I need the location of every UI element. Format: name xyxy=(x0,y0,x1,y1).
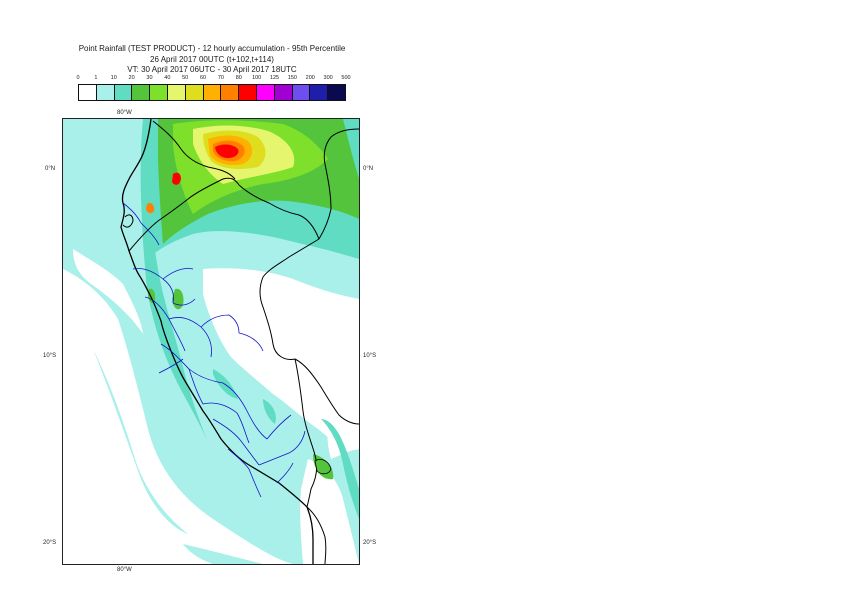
legend-tick-label: 60 xyxy=(200,75,207,81)
rainfall-map-canvas xyxy=(63,119,359,564)
legend-swatch xyxy=(221,85,240,100)
legend-tick-label: 0 xyxy=(76,75,80,81)
red-rain-core xyxy=(215,144,239,158)
dry-area-southwest-ocean xyxy=(63,269,293,564)
chart-title: Point Rainfall (TEST PRODUCT) - 12 hourl… xyxy=(78,44,346,53)
legend-tick-label: 50 xyxy=(182,75,189,81)
valid-time-label: VT: 30 April 2017 06UTC - 30 April 2017 … xyxy=(127,65,297,74)
legend-tick-label: 10 xyxy=(110,75,117,81)
green-patch-andes-3 xyxy=(213,369,238,399)
legend-swatch xyxy=(185,85,204,100)
rainfall-map xyxy=(62,118,360,565)
legend-tick-label: 200 xyxy=(305,75,315,81)
lake-titicaca xyxy=(314,459,332,475)
border-brazil-bolivia xyxy=(294,358,359,425)
legend-tick-label: 500 xyxy=(341,75,351,81)
legend-swatch xyxy=(150,85,168,100)
legend-tick-label: 70 xyxy=(217,75,224,81)
dry-area-bolivia xyxy=(300,459,359,564)
dry-area-east-interior xyxy=(203,268,359,450)
legend-swatch xyxy=(274,85,293,100)
color-legend: 0 1 10 20 30 40 50 60 70 80 100 125 150 200 300 500 xyxy=(76,75,351,103)
legend-swatch xyxy=(292,85,311,100)
legend-swatch xyxy=(79,85,97,100)
border-ecuador-peru xyxy=(128,177,240,252)
legend-swatch xyxy=(203,85,222,100)
lat-label-left-10s: 10°S xyxy=(43,353,57,359)
legend-tick-label: 30 xyxy=(146,75,153,81)
dry-area-coastal-strip xyxy=(73,249,143,334)
lat-label-left-equator: 0°N xyxy=(45,166,56,172)
red-rain-spot-west xyxy=(172,172,181,185)
moderate-rain-band-andes xyxy=(141,179,211,449)
border-chile-bolivia xyxy=(306,506,327,564)
legend-swatches xyxy=(78,84,346,101)
green-band-east-bolivia xyxy=(321,419,359,519)
lon-label-top: 80°W xyxy=(117,110,132,116)
border-peru-colombia xyxy=(238,184,320,240)
green-patch-andes-4 xyxy=(263,399,276,424)
border-colombia-brazil xyxy=(318,128,359,240)
lon-label-bottom: 80°W xyxy=(117,567,132,573)
legend-tick-label: 20 xyxy=(128,75,135,81)
legend-swatch xyxy=(239,85,257,100)
legend-tick-label: 80 xyxy=(235,75,242,81)
coastline xyxy=(120,119,314,564)
lat-label-right-equator: 0°N xyxy=(363,166,374,172)
department-borders xyxy=(122,202,306,498)
legend-swatch xyxy=(167,85,186,100)
legend-swatch xyxy=(256,85,275,100)
border-peru-brazil xyxy=(259,238,320,360)
legend-swatch xyxy=(310,85,329,100)
base-time-label: 26 April 2017 00UTC (t+102,t+114) xyxy=(150,55,274,64)
lat-label-right-20s: 20°S xyxy=(363,540,377,546)
legend-swatch xyxy=(114,85,133,100)
legend-tick-label: 300 xyxy=(323,75,333,81)
lat-label-right-10s: 10°S xyxy=(363,353,377,359)
border-colombia-ecuador xyxy=(152,120,236,180)
legend-tick-label: 100 xyxy=(252,75,262,81)
legend-swatch xyxy=(96,85,115,100)
legend-swatch xyxy=(328,85,345,100)
green-patch-andes-2 xyxy=(148,288,156,303)
legend-swatch xyxy=(132,85,151,100)
orange-rain-spot-west xyxy=(146,202,155,214)
ocean-rain-band-2 xyxy=(183,544,263,564)
legend-tick-label: 40 xyxy=(164,75,171,81)
gulf-guayaquil xyxy=(122,214,134,228)
legend-tick-labels: 0 1 10 20 30 40 50 60 70 80 100 125 150 200 300 500 xyxy=(76,75,351,84)
legend-tick-label: 150 xyxy=(287,75,297,81)
legend-tick-label: 125 xyxy=(269,75,280,81)
border-peru-bolivia xyxy=(294,358,318,508)
lat-label-left-20s: 20°S xyxy=(43,540,57,546)
legend-tick-label: 1 xyxy=(94,75,98,81)
